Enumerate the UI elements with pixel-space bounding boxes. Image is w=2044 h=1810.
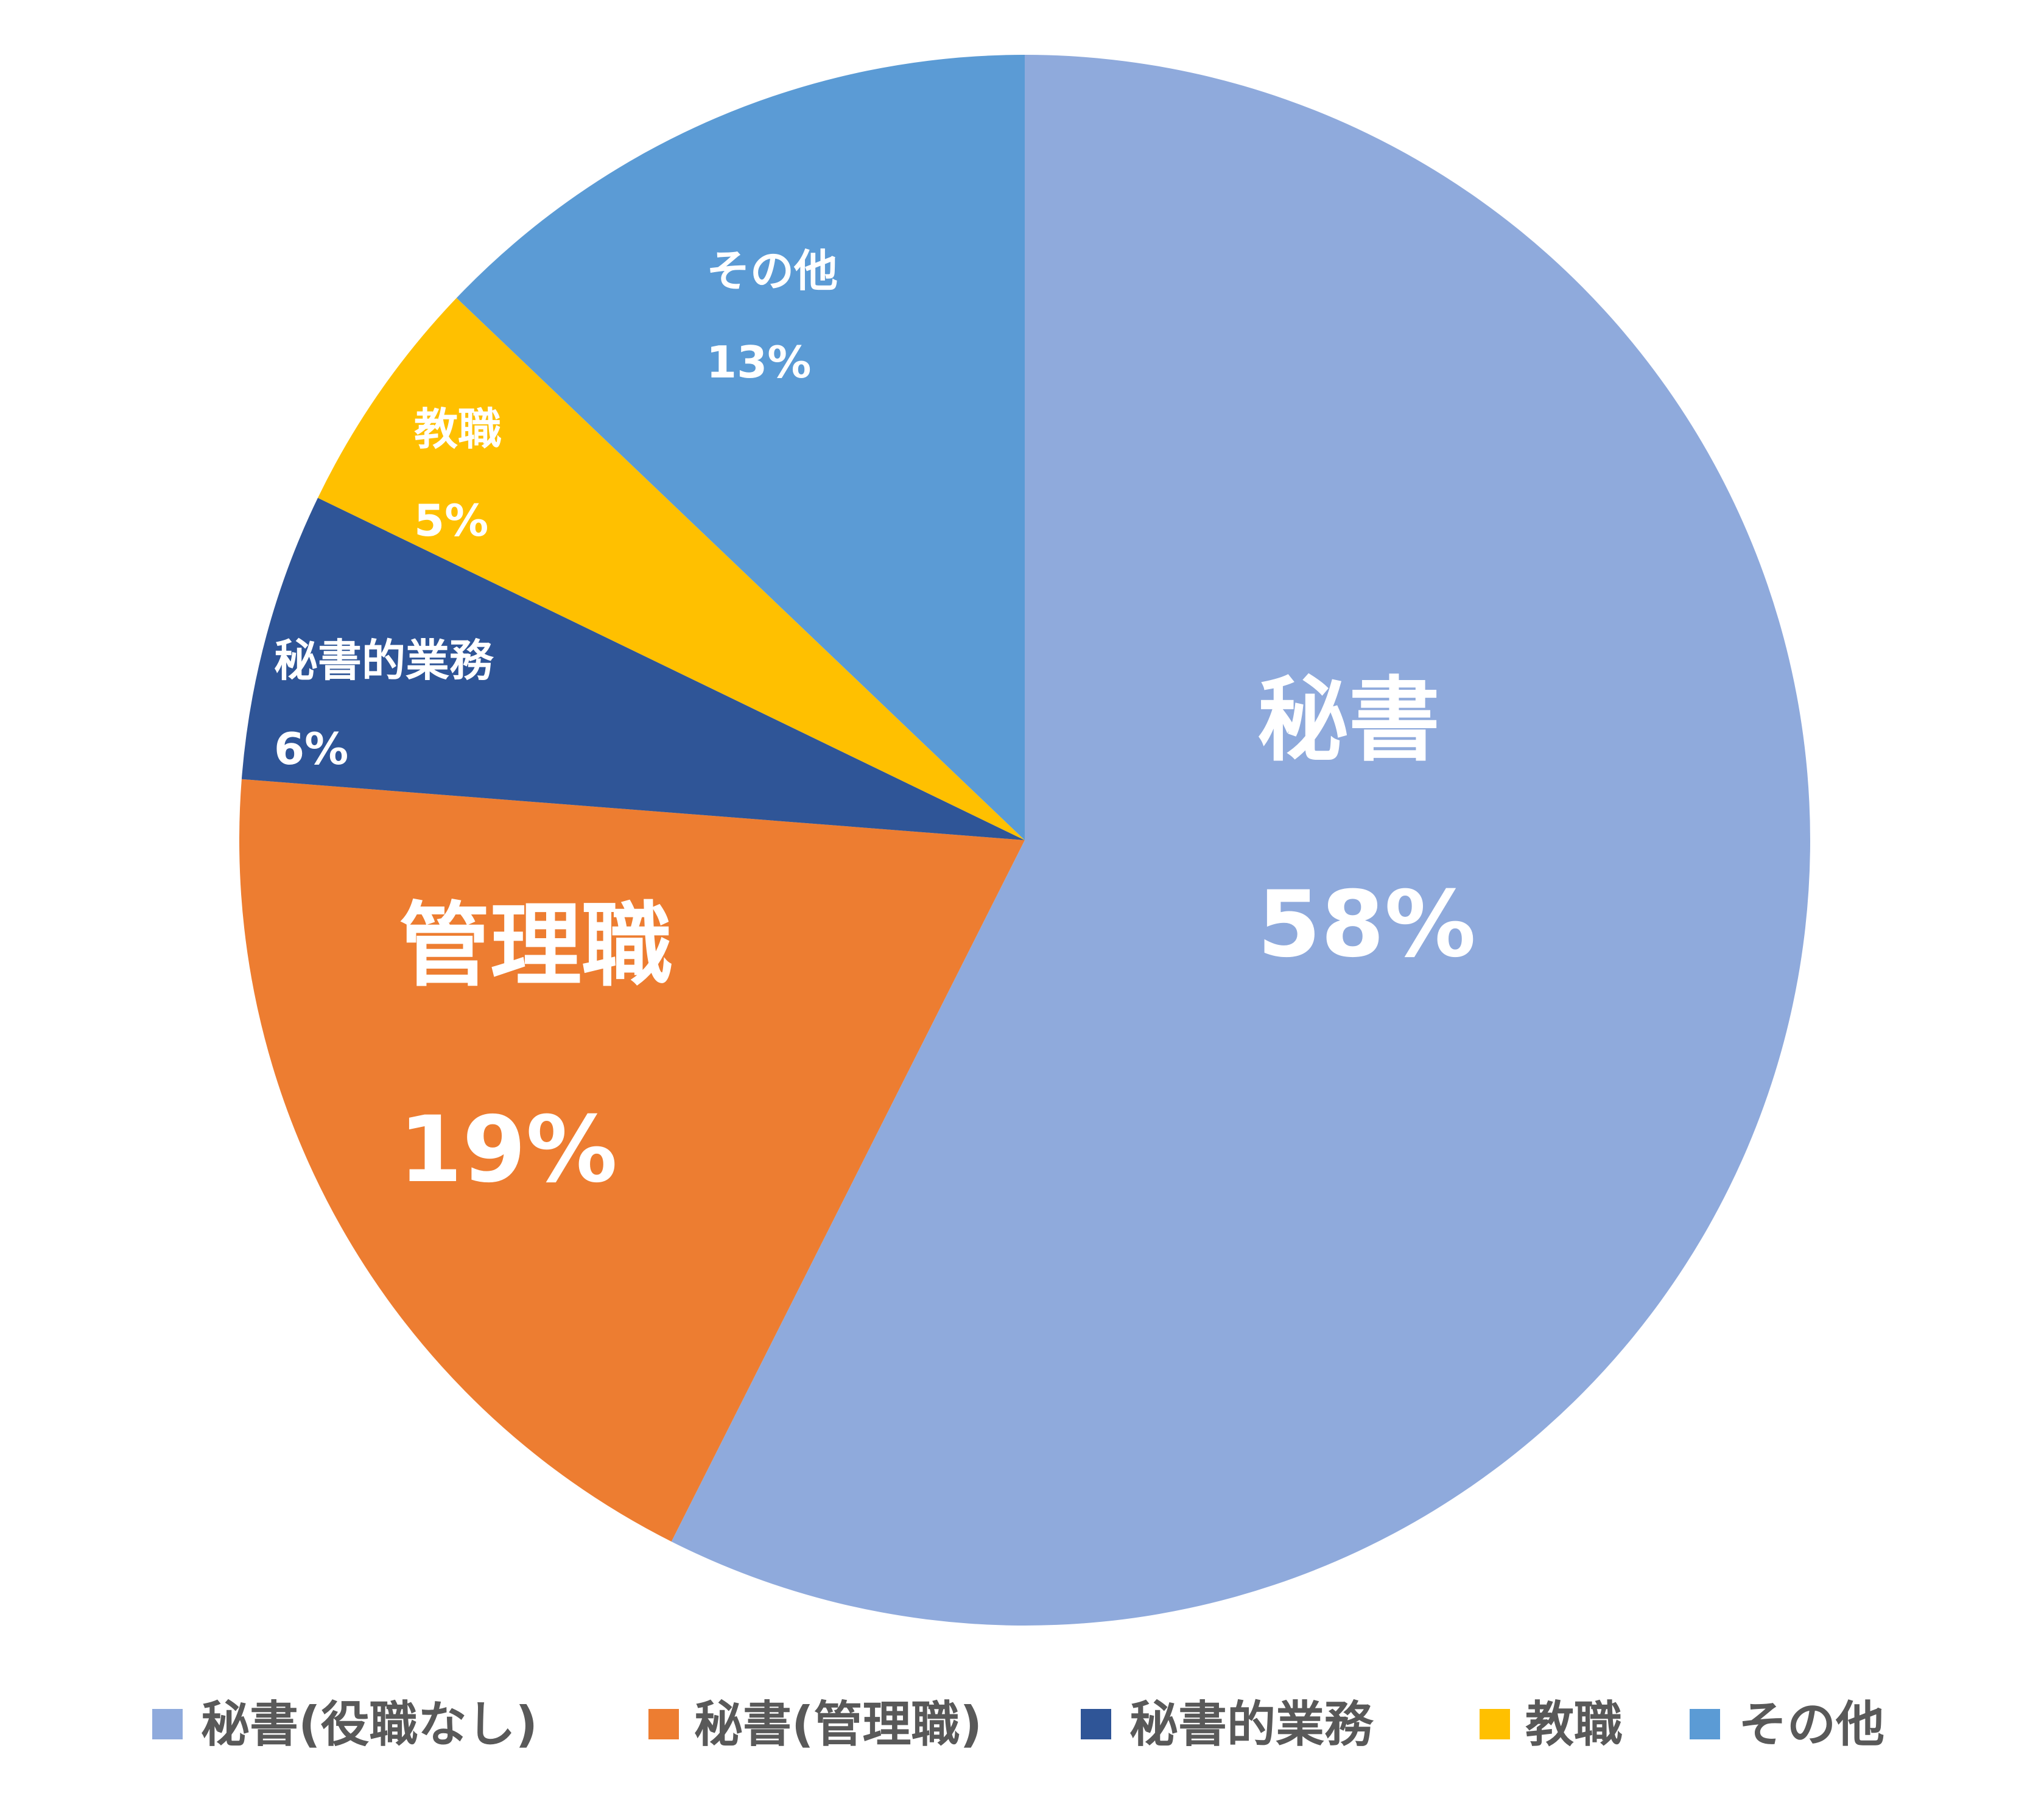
- pie-slice-4: [317, 298, 1025, 841]
- legend-label-2: 秘書(管理職): [694, 1696, 982, 1753]
- slice-value-label-2: 19%: [399, 1097, 617, 1203]
- slice-label-5: その他: [706, 245, 838, 296]
- pie-slices: [239, 55, 1810, 1626]
- slice-label-4: 教職: [414, 404, 502, 455]
- pie-slice-3: [241, 497, 1025, 840]
- legend-label-5: その他: [1738, 1696, 1884, 1753]
- slice-value-label-3: 6%: [274, 723, 348, 774]
- pie-slice-5: [456, 55, 1025, 840]
- legend-swatch-5: [1690, 1709, 1720, 1739]
- slice-value-label-4: 5%: [414, 495, 488, 546]
- slice-label-2: 管理職: [399, 893, 673, 999]
- pie-slice-1: [671, 55, 1810, 1626]
- legend-label-3: 秘書的業務: [1129, 1696, 1374, 1753]
- slice-labels: 秘書 58% 管理職 19% 秘書的業務 6% 教職 5% その他 13%: [274, 245, 1476, 1203]
- pie-slice-2: [239, 779, 1025, 1542]
- legend-swatch-4: [1480, 1709, 1510, 1739]
- slice-value-label-1: 58%: [1257, 872, 1476, 978]
- slice-value-label-5: 13%: [706, 337, 811, 388]
- legend-swatch-2: [648, 1709, 679, 1739]
- legend-swatch-3: [1081, 1709, 1111, 1739]
- legend-label-1: 秘書(役職なし): [201, 1696, 538, 1753]
- legend-swatch-1: [152, 1709, 183, 1739]
- legend-label-4: 教職: [1525, 1696, 1623, 1753]
- legend: 秘書(役職なし) 秘書(管理職) 秘書的業務 教職 その他: [152, 1696, 1884, 1753]
- slice-label-1: 秘書: [1257, 668, 1440, 774]
- slice-label-3: 秘書的業務: [274, 635, 494, 686]
